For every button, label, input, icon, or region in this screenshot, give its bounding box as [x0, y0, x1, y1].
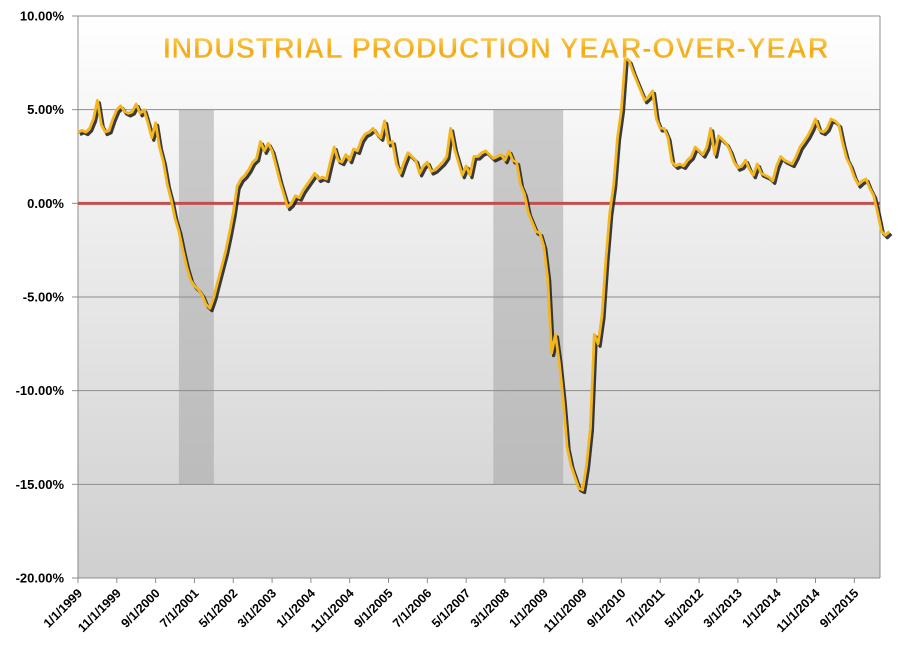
- x-tick-label: 7/1/2006: [390, 586, 434, 630]
- y-axis-ticks: 10.00% 5.00% 0.00% -5.00% -10.00% -15.00% -20.…: [16, 9, 78, 586]
- x-tick-label: 3/1/2013: [701, 586, 745, 630]
- x-tick-label: 5/1/2007: [429, 586, 473, 630]
- x-tick-label: 9/1/2015: [817, 586, 861, 630]
- x-tick-label: 11/1/2009: [541, 586, 590, 635]
- y-tick-label: -10.00%: [16, 383, 65, 398]
- x-axis-ticks: 1/1/199911/1/19999/1/20007/1/20015/1/200…: [41, 578, 861, 635]
- y-tick-label: -5.00%: [23, 290, 65, 305]
- y-tick-label: -15.00%: [16, 477, 65, 492]
- y-tick-label: 10.00%: [20, 9, 65, 24]
- x-tick-label: 7/1/2001: [157, 586, 201, 630]
- x-tick-label: 3/1/2008: [468, 586, 512, 630]
- x-tick-label: 7/1/2011: [624, 586, 668, 630]
- x-tick-label: 5/1/2002: [196, 586, 240, 630]
- chart-title: INDUSTRIAL PRODUCTION YEAR-OVER-YEAR: [163, 33, 829, 65]
- x-tick-label: 9/1/2005: [351, 586, 395, 630]
- series-0-shadow: [79, 58, 893, 495]
- x-tick-label: 5/1/2012: [662, 586, 706, 630]
- x-tick-label: 11/1/1999: [75, 586, 124, 635]
- series-layer: [77, 55, 893, 495]
- series-0-line: [77, 55, 891, 492]
- x-tick-label: 9/1/2010: [584, 586, 628, 630]
- y-tick-label: 0.00%: [27, 196, 64, 211]
- x-tick-label: 3/1/2003: [235, 586, 279, 630]
- gridlines: [77, 15, 881, 579]
- x-tick-label: 9/1/2000: [118, 586, 162, 630]
- y-tick-label: 5.00%: [27, 102, 64, 117]
- y-tick-label: -20.00%: [16, 571, 65, 586]
